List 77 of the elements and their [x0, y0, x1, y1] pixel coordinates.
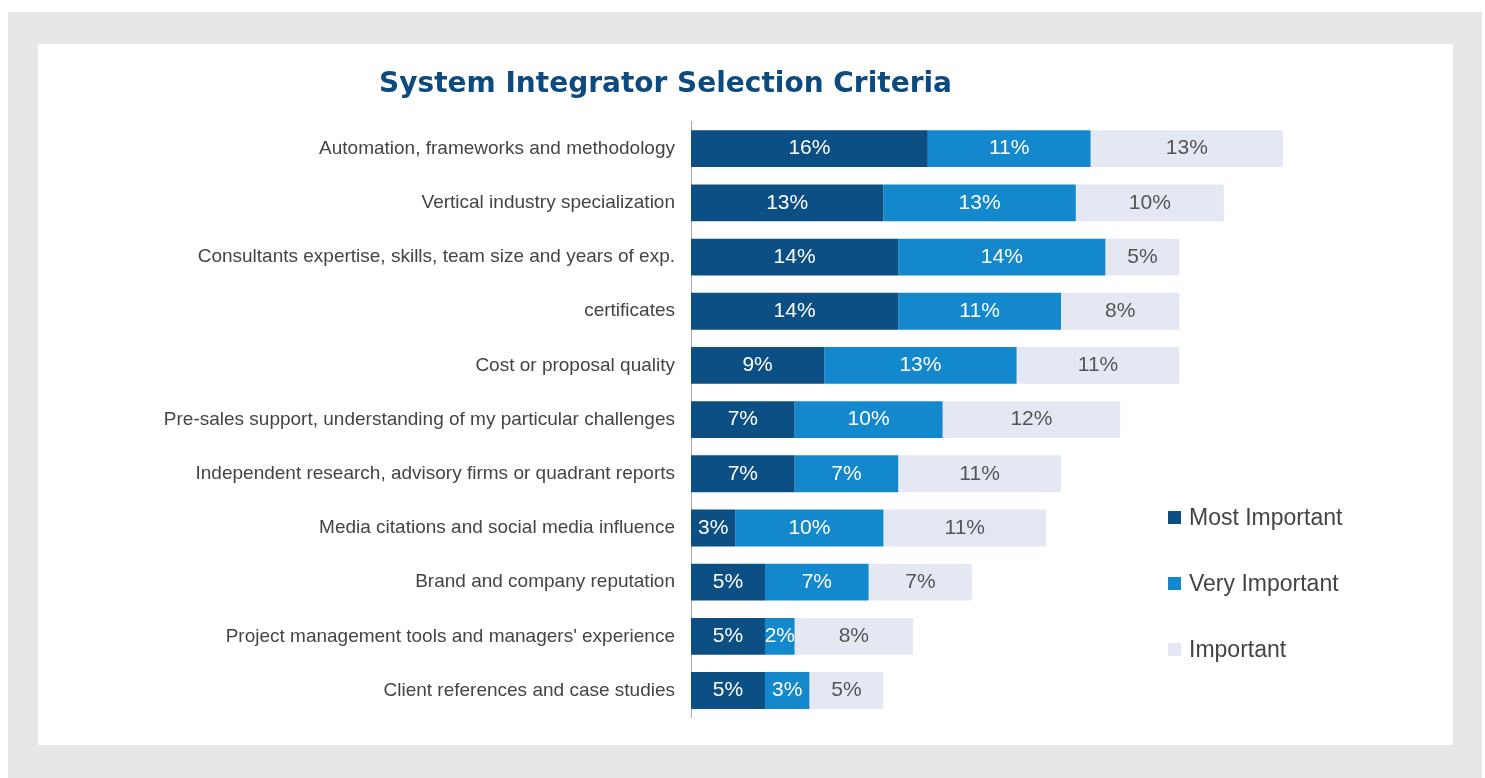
bar — [735, 509, 884, 547]
bar — [898, 455, 1061, 493]
bar — [794, 617, 913, 655]
data-label: 13% — [899, 352, 942, 376]
y-tick-label: Automation, frameworks and methodology — [319, 136, 676, 158]
bar — [883, 184, 1076, 222]
data-label: 2% — [764, 623, 795, 647]
data-label: 8% — [838, 623, 869, 647]
bar — [1061, 292, 1180, 330]
bar — [809, 672, 884, 709]
y-tick-label: Independent research, advisory firms or quadrant reports — [195, 462, 675, 484]
data-label: 8% — [1105, 298, 1136, 322]
data-label: 5% — [1127, 243, 1158, 267]
data-label: 5% — [712, 623, 744, 647]
y-tick-label: Brand and company reputation — [415, 570, 675, 592]
bar — [691, 672, 765, 709]
data-label: 7% — [727, 460, 758, 484]
data-label: 11% — [988, 135, 1030, 159]
data-label: 10% — [1128, 189, 1171, 213]
y-tick-label: Vertical industry specialization — [421, 191, 675, 213]
bar — [691, 130, 928, 168]
data-label: 10% — [847, 406, 890, 430]
data-label: 3% — [772, 677, 803, 701]
bar — [691, 617, 765, 655]
data-label: 13% — [1165, 135, 1208, 159]
data-label: 11% — [959, 298, 1000, 322]
bar — [691, 455, 795, 493]
data-label: 13% — [958, 189, 1001, 213]
data-label: 14% — [980, 243, 1023, 267]
data-label: 9% — [742, 352, 773, 376]
bar — [898, 292, 1061, 330]
bar — [927, 130, 1091, 168]
chart-title: System Integrator Selection Criteria — [379, 66, 952, 100]
y-tick-label: Consultants expertise, skills, team size and years of exp. — [197, 245, 675, 267]
data-label: 3% — [698, 514, 729, 538]
y-tick-label: Pre-sales support, understanding of my particular challenges — [163, 407, 675, 429]
bar — [1075, 184, 1224, 222]
legend-label: Most Important — [1189, 503, 1343, 531]
data-label: 7% — [831, 460, 862, 484]
bar — [691, 292, 899, 330]
y-tick-label: Media citations and social media influence — [319, 516, 675, 538]
data-label: 12% — [1010, 406, 1053, 430]
bar — [691, 563, 765, 601]
bar — [868, 563, 973, 601]
bar — [1016, 347, 1180, 384]
bar — [794, 455, 899, 493]
legend-label: Very Important — [1189, 569, 1339, 597]
data-label: 14% — [773, 298, 816, 322]
data-label: 5% — [712, 677, 744, 701]
bar — [942, 401, 1121, 439]
y-tick-label: Project management tools and managers' experience — [225, 624, 675, 646]
y-tick-label: certificates — [584, 299, 675, 321]
bar — [691, 184, 884, 222]
bar — [691, 401, 795, 439]
data-label: 7% — [727, 406, 758, 430]
data-label: 7% — [801, 568, 832, 592]
data-label: 11% — [1077, 352, 1119, 376]
data-label: 5% — [831, 677, 862, 701]
bar — [794, 401, 943, 439]
bar — [765, 563, 869, 601]
y-tick-label: Cost or proposal quality — [475, 353, 676, 375]
data-label: 11% — [944, 514, 986, 538]
y-tick-label: Client references and case studies — [383, 678, 675, 700]
data-label: 14% — [773, 243, 816, 267]
data-label: 13% — [766, 189, 809, 213]
bar — [691, 238, 899, 276]
data-label: 11% — [959, 460, 1000, 484]
data-label: 7% — [905, 568, 936, 592]
bar — [824, 347, 1017, 384]
bar — [898, 238, 1106, 276]
data-label: 16% — [788, 135, 831, 159]
bar — [1090, 130, 1283, 168]
data-label: 10% — [788, 514, 831, 538]
bar — [883, 509, 1047, 547]
bar — [691, 347, 825, 384]
data-label: 5% — [712, 568, 744, 592]
legend-label: Important — [1189, 635, 1287, 663]
